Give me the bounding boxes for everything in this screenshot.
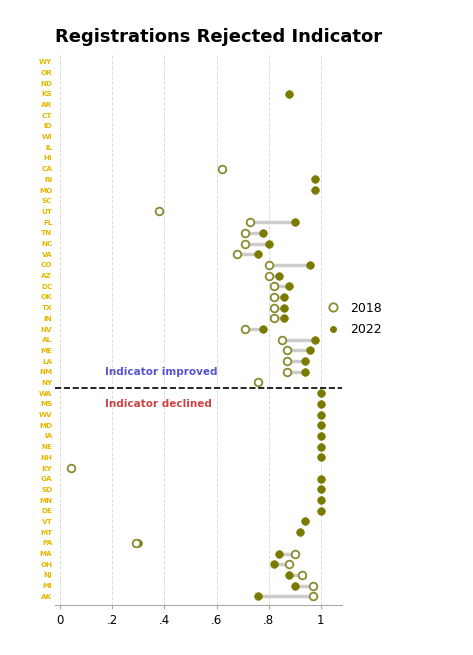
Text: Indicator declined: Indicator declined	[105, 399, 211, 409]
Legend: 2018, 2022: 2018, 2022	[315, 297, 387, 341]
Text: Indicator improved: Indicator improved	[105, 367, 217, 377]
Text: Registrations Rejected Indicator: Registrations Rejected Indicator	[55, 28, 382, 46]
